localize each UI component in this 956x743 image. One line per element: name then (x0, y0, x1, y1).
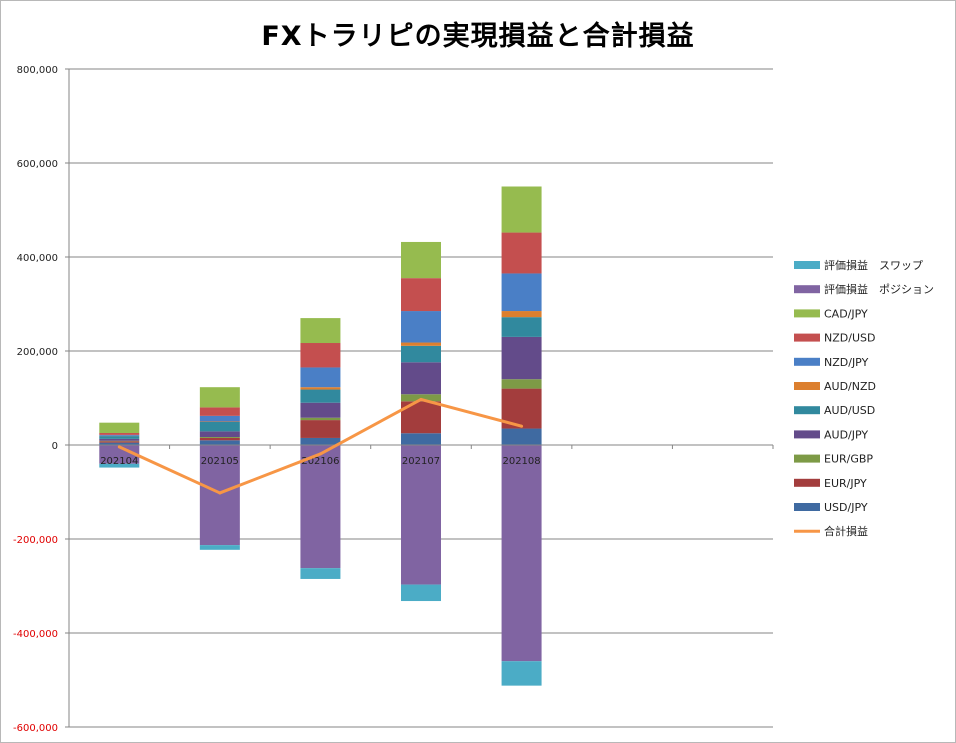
bar-cad-jpy-202105 (199, 387, 240, 408)
bar-eur-jpy-202104 (99, 441, 140, 443)
chart-title: FXトラリピの実現損益と合計損益 (261, 21, 695, 52)
legend-label: AUD/JPY (824, 428, 868, 441)
bar-eur-gbp-202108 (501, 379, 542, 389)
bar-eur-jpy-202105 (199, 437, 240, 441)
bar-nzd-jpy-202106 (300, 367, 341, 388)
bar-nzd-jpy-202108 (501, 273, 542, 312)
legend-label: 評価損益 スワップ (824, 258, 923, 272)
bar-nzd-usd-202108 (501, 232, 542, 274)
y-tick-label: -400,000 (13, 629, 58, 640)
bar-cad-jpy-202107 (401, 241, 441, 279)
bar-aud-jpy-202105 (199, 431, 240, 438)
bar-usd-jpy-202108 (501, 428, 542, 445)
legend-swatch (794, 261, 820, 269)
y-tick-label: 800,000 (17, 65, 58, 76)
legend-swatch (794, 430, 820, 439)
bar-aud-usd-202107 (401, 345, 441, 363)
bar-nzd-jpy-202107 (401, 311, 441, 343)
bar-aud-jpy-202104 (99, 438, 140, 441)
bar-series-202104 (99, 445, 140, 464)
bar-aud-jpy-202108 (501, 336, 542, 380)
bar-aud-nzd-202108 (501, 311, 542, 318)
bar-eur-gbp-202106 (300, 417, 341, 421)
bar-usd-jpy-202106 (300, 437, 341, 445)
bar-cad-jpy-202106 (300, 318, 341, 344)
legend-swatch (794, 285, 820, 294)
legend-swatch (794, 357, 820, 366)
y-tick-label: 200,000 (17, 347, 58, 358)
bar-eur-gbp-202107 (401, 394, 441, 402)
bar-series-202107 (401, 584, 441, 602)
bar-series-202105 (199, 545, 240, 550)
y-tick-label: 400,000 (17, 253, 58, 264)
bar-aud-nzd-202106 (300, 387, 341, 390)
line-point (117, 445, 121, 449)
legend-swatch (794, 478, 820, 487)
y-tick-label: -200,000 (13, 535, 58, 546)
x-tick-label: 202104 (100, 456, 138, 467)
legend-swatch (794, 454, 820, 463)
bar-eur-gbp-202105 (199, 437, 240, 438)
bar-nzd-jpy-202105 (199, 415, 240, 422)
bar-nzd-usd-202104 (99, 433, 140, 435)
bar-nzd-usd-202106 (300, 343, 341, 368)
line-point (218, 491, 222, 495)
x-tick-label: 202106 (301, 456, 339, 467)
x-tick-label: 202107 (402, 456, 440, 467)
bar-series-202106 (300, 568, 341, 579)
legend-label: EUR/JPY (824, 477, 867, 490)
legend-swatch (794, 406, 820, 415)
bar-cad-jpy-202108 (501, 186, 542, 233)
legend-label: EUR/GBP (824, 453, 873, 466)
legend-label: USD/JPY (824, 501, 868, 514)
y-tick-label: -600,000 (13, 723, 58, 734)
bar-series-202105 (199, 445, 240, 546)
bar-nzd-jpy-202104 (99, 434, 140, 436)
bar-nzd-usd-202107 (401, 278, 441, 312)
bar-usd-jpy-202107 (401, 433, 441, 445)
y-tick-label: 600,000 (17, 159, 58, 170)
bar-usd-jpy-202105 (199, 440, 240, 445)
bar-aud-usd-202104 (99, 436, 140, 439)
legend-swatch (794, 333, 820, 342)
bar-eur-jpy-202106 (300, 420, 341, 438)
legend-label: NZD/USD (824, 332, 875, 345)
bar-series-202107 (401, 445, 441, 585)
legend-label: 合計損益 (824, 524, 868, 538)
line-point (318, 452, 322, 456)
legend-label: CAD/JPY (824, 307, 868, 320)
bar-series-202106 (300, 445, 341, 569)
legend-label: AUD/NZD (824, 380, 876, 393)
bar-aud-usd-202106 (300, 389, 341, 403)
bar-aud-jpy-202107 (401, 362, 441, 395)
bar-usd-jpy-202104 (99, 442, 140, 445)
bar-aud-jpy-202106 (300, 402, 341, 418)
legend-swatch (794, 503, 820, 511)
bar-aud-usd-202105 (199, 421, 240, 432)
legend-swatch (794, 382, 820, 390)
x-tick-label: 202105 (201, 456, 239, 467)
legend-label: 評価損益 ポジション (824, 282, 934, 296)
bar-series-202104 (99, 463, 140, 468)
bar-series-202108 (501, 445, 542, 662)
line-point (419, 397, 423, 401)
x-tick-label: 202108 (502, 456, 540, 467)
legend-label: AUD/USD (824, 404, 875, 417)
bar-aud-usd-202108 (501, 317, 542, 337)
bar-series-202108 (501, 661, 542, 686)
legend-label: NZD/JPY (824, 356, 869, 369)
bar-aud-nzd-202107 (401, 342, 441, 346)
y-tick-label: 0 (52, 441, 58, 452)
line-point (520, 424, 524, 428)
bar-nzd-usd-202105 (199, 407, 240, 416)
legend-swatch (794, 309, 820, 318)
bar-cad-jpy-202104 (99, 422, 140, 434)
